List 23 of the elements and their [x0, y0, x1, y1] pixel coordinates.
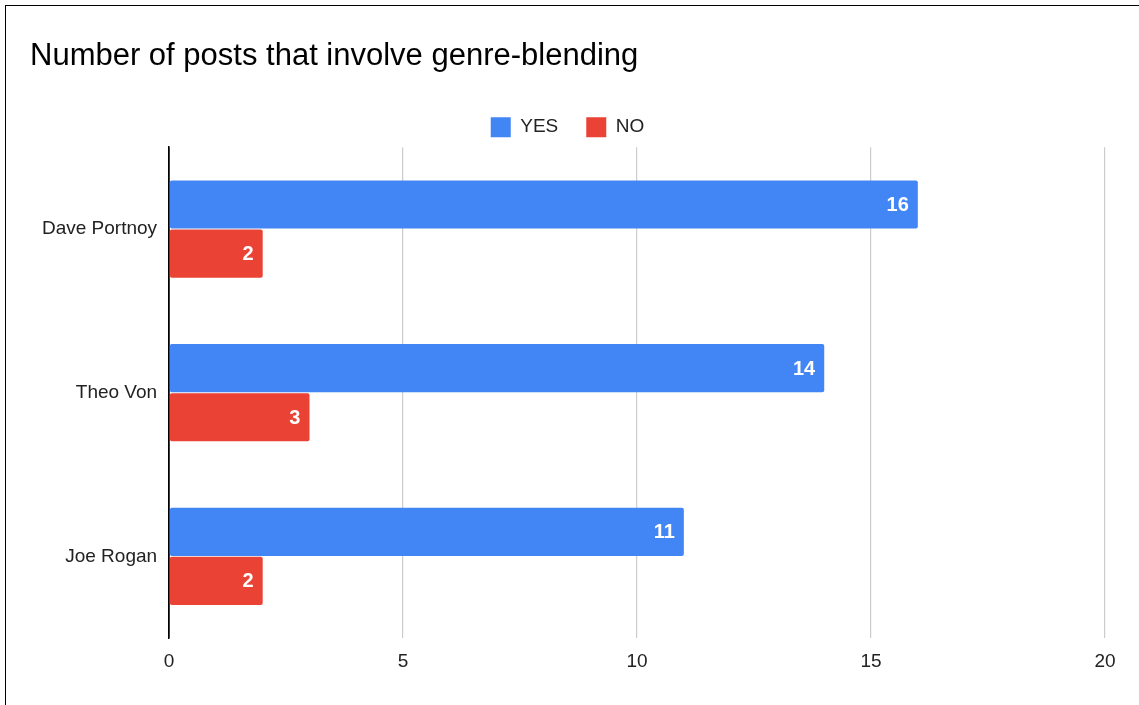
- chart-title: Number of posts that involve genre-blending: [30, 37, 639, 73]
- bar: [169, 180, 918, 229]
- bar: [169, 229, 263, 278]
- data-label: 3: [289, 405, 301, 428]
- data-label: 14: [792, 356, 817, 379]
- y-tick-label: Joe Rogan: [65, 544, 158, 566]
- legend-label: YES: [520, 115, 559, 137]
- x-tick-label: 20: [1094, 649, 1116, 671]
- x-tick-label: 0: [163, 649, 175, 671]
- x-tick-label: 15: [860, 649, 882, 671]
- y-tick-label: Dave Portnoy: [41, 217, 158, 239]
- legend-label: NO: [615, 115, 645, 137]
- y-tick-label: Theo Von: [75, 380, 158, 402]
- data-label: 16: [886, 193, 909, 215]
- data-label: 2: [242, 569, 254, 592]
- bar: [169, 507, 684, 556]
- x-tick-label: 10: [626, 649, 648, 671]
- bar: [169, 344, 825, 393]
- bar: [169, 556, 263, 605]
- bar: [169, 393, 310, 442]
- data-label: 2: [242, 242, 254, 265]
- x-tick-label: 5: [397, 649, 409, 671]
- data-label: 11: [653, 520, 675, 543]
